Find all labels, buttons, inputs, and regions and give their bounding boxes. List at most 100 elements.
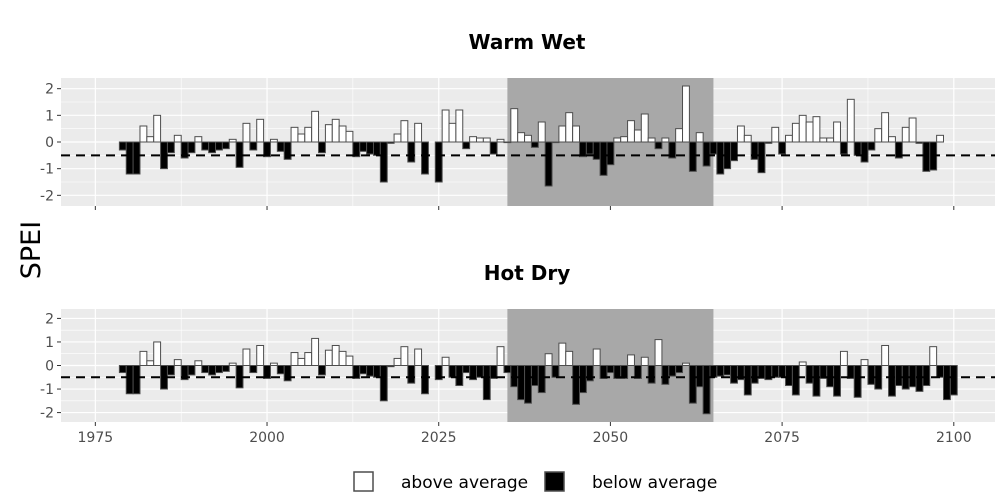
bar-below-average — [606, 141, 615, 166]
bar-above-average — [661, 137, 670, 143]
x-tick-label: 1975 — [78, 430, 114, 446]
bar-above-average — [592, 348, 601, 367]
bar-below-average — [503, 365, 512, 374]
bar-below-average — [853, 141, 862, 156]
bar-below-average — [544, 141, 553, 187]
bar-above-average — [798, 361, 807, 366]
bar-above-average — [256, 118, 265, 143]
bar-above-average — [441, 109, 450, 143]
bar-below-average — [386, 141, 395, 144]
bar-below-average — [853, 365, 862, 398]
bar-below-average — [778, 141, 787, 155]
bar-below-average — [716, 141, 725, 175]
bar-below-average — [709, 141, 718, 155]
bar-below-average — [125, 365, 134, 395]
bar-below-average — [688, 141, 697, 172]
bar-below-average — [132, 141, 141, 175]
bar-below-average — [750, 141, 759, 160]
legend: above average below average — [353, 471, 717, 493]
bar-below-average — [936, 365, 944, 378]
bar-below-average — [778, 365, 787, 378]
bar-above-average — [881, 112, 890, 143]
bar-below-average — [249, 141, 258, 151]
bar-below-average — [688, 365, 697, 404]
x-tick-label: 2050 — [593, 430, 629, 446]
bar-below-average — [702, 365, 711, 415]
bar-above-average — [482, 137, 491, 143]
bar-below-average — [283, 141, 292, 160]
bar-above-average — [881, 344, 890, 367]
bar-below-average — [276, 365, 285, 375]
bar-below-average — [668, 365, 677, 377]
y-tick-label: -2 — [40, 188, 54, 204]
bar-below-average — [407, 365, 416, 384]
bar-below-average — [599, 141, 608, 176]
bar-above-average — [256, 344, 265, 367]
bar-below-average — [826, 365, 835, 388]
bar-above-average — [269, 138, 278, 143]
bar-below-average — [723, 365, 732, 376]
bar-below-average — [517, 365, 526, 401]
y-tick-label: 1 — [45, 335, 54, 351]
bar-above-average — [173, 359, 182, 367]
bar-below-average — [221, 365, 230, 372]
bar-below-average — [908, 365, 917, 388]
bar-below-average — [867, 141, 876, 151]
bar-below-average — [510, 365, 519, 388]
bar-above-average — [503, 141, 512, 144]
bar-below-average — [922, 365, 931, 387]
bar-above-average — [393, 133, 402, 143]
bar-below-average — [187, 141, 196, 154]
bar-above-average — [633, 129, 642, 143]
bar-above-average — [833, 121, 841, 143]
panel-title: Hot Dry — [484, 261, 571, 285]
bar-below-average — [839, 141, 848, 155]
bar-above-average — [242, 348, 251, 367]
y-tick-label: 0 — [45, 135, 54, 151]
bar-above-average — [338, 350, 347, 366]
bar-below-average — [585, 141, 594, 155]
bar-below-average — [421, 365, 429, 395]
bar-above-average — [290, 352, 299, 367]
x-tick-label: 2100 — [936, 430, 972, 446]
bar-below-average — [743, 365, 752, 396]
bar-below-average — [730, 141, 738, 162]
bar-above-average — [675, 128, 684, 143]
bar-below-average — [166, 141, 175, 154]
bar-above-average — [812, 116, 821, 143]
bar-below-average — [585, 365, 594, 382]
bar-above-average — [345, 355, 354, 367]
bar-below-average — [318, 141, 326, 154]
bar-below-average — [757, 141, 766, 174]
bar-above-average — [846, 98, 855, 143]
bar-below-average — [482, 365, 491, 401]
bar-below-average — [201, 365, 210, 374]
y-tick-label: 1 — [45, 108, 54, 124]
bar-above-average — [475, 137, 484, 143]
bar-below-average — [372, 141, 381, 156]
panel-title: Warm Wet — [469, 30, 586, 54]
bar-below-average — [764, 141, 773, 144]
y-tick-label: -1 — [40, 382, 54, 398]
bar-above-average — [400, 346, 409, 366]
bar-below-average — [606, 365, 615, 374]
bar-below-average — [475, 365, 484, 378]
bar-above-average — [311, 337, 320, 367]
bar-below-average — [654, 141, 663, 150]
bar-above-average — [304, 352, 313, 367]
bar-below-average — [166, 365, 175, 376]
bar-above-average — [524, 134, 532, 143]
bar-above-average — [469, 136, 477, 143]
bar-below-average — [702, 141, 711, 167]
bar-above-average — [805, 121, 814, 143]
bar-below-average — [915, 141, 924, 144]
bar-above-average — [139, 125, 148, 143]
bar-above-average — [647, 137, 656, 143]
bar-below-average — [125, 141, 134, 175]
legend-label-above: above average — [401, 473, 528, 493]
bar-above-average — [640, 356, 649, 366]
bar-above-average — [331, 344, 340, 367]
plot-area: -2 -1 0 1 2 1975 2000 2025 2050 2075 2100 — [40, 309, 995, 446]
bar-below-average — [894, 365, 903, 387]
bar-below-average — [791, 365, 800, 396]
